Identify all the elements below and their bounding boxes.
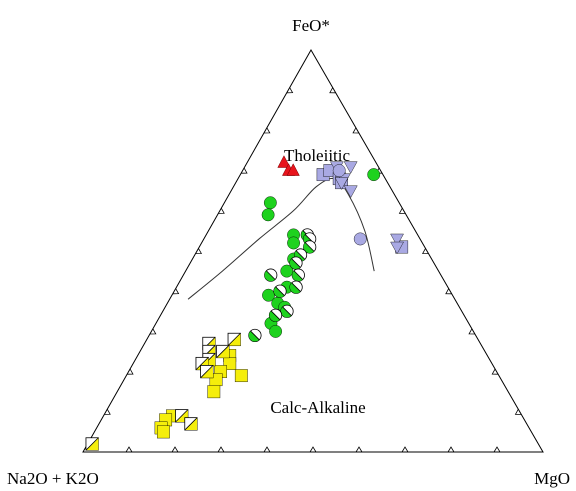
vertex-label-feo: FeO* bbox=[292, 16, 330, 35]
data-point-split bbox=[295, 250, 306, 260]
tick-mark bbox=[172, 288, 180, 295]
triangle-outline bbox=[82, 48, 544, 453]
data-point-split bbox=[282, 306, 292, 316]
vertex-label-alkali: Na2O + K2O bbox=[7, 469, 99, 488]
data-point-split bbox=[266, 270, 276, 280]
data-point bbox=[200, 364, 214, 379]
data-point bbox=[291, 268, 305, 282]
data-point bbox=[227, 332, 241, 347]
vertex-label-mgo: MgO bbox=[534, 469, 570, 488]
data-point bbox=[353, 232, 367, 246]
data-point bbox=[334, 177, 349, 190]
tick-mark bbox=[263, 446, 271, 453]
data-point bbox=[343, 185, 358, 198]
tick-mark bbox=[149, 328, 157, 335]
tick-mark bbox=[263, 127, 271, 134]
data-point-split bbox=[291, 282, 301, 292]
data-point-split bbox=[275, 286, 285, 296]
tick-mark bbox=[514, 409, 522, 415]
data-point bbox=[85, 437, 99, 451]
tick-mark bbox=[398, 208, 406, 214]
data-point-fill bbox=[289, 282, 301, 294]
data-point bbox=[332, 164, 346, 178]
tick-mark bbox=[127, 368, 134, 375]
tick-mark bbox=[491, 368, 499, 375]
tick-mark bbox=[218, 207, 225, 214]
data-point-split bbox=[195, 357, 209, 371]
data-point-split bbox=[270, 310, 281, 320]
tick-mark bbox=[329, 87, 336, 94]
data-point bbox=[184, 417, 198, 431]
tick-marks bbox=[104, 87, 522, 453]
data-point bbox=[234, 369, 248, 383]
tick-mark bbox=[217, 446, 225, 453]
data-point bbox=[277, 155, 291, 168]
data-point-split bbox=[175, 409, 189, 423]
data-point-fill bbox=[264, 270, 276, 282]
data-point bbox=[263, 196, 277, 210]
data-point-split bbox=[293, 270, 303, 280]
tick-mark bbox=[401, 446, 409, 453]
data-point bbox=[289, 256, 303, 270]
data-point-split bbox=[85, 437, 99, 451]
triangle-frame bbox=[82, 48, 544, 453]
tick-mark bbox=[355, 446, 363, 453]
data-point-split bbox=[250, 330, 260, 341]
tick-mark bbox=[125, 446, 133, 453]
tick-mark bbox=[241, 167, 248, 174]
data-point-split bbox=[216, 345, 230, 358]
field-label-tholeiitic: Tholeiitic bbox=[284, 146, 351, 165]
data-point-split bbox=[291, 258, 301, 268]
tick-mark bbox=[286, 87, 294, 94]
data-point bbox=[216, 344, 230, 359]
boundary-curve-layer bbox=[187, 177, 375, 300]
tick-mark bbox=[445, 288, 452, 295]
data-point-fill bbox=[273, 286, 285, 298]
data-point bbox=[156, 425, 170, 439]
data-point bbox=[280, 304, 294, 318]
data-point-fill bbox=[303, 242, 315, 254]
data-point bbox=[343, 161, 358, 174]
tick-mark bbox=[468, 328, 475, 335]
data-point bbox=[268, 308, 283, 322]
data-point bbox=[303, 240, 317, 254]
tick-mark bbox=[447, 446, 455, 453]
data-point bbox=[390, 233, 404, 247]
data-point bbox=[269, 324, 282, 338]
field-label-calc-alkaline: Calc-Alkaline bbox=[270, 398, 365, 417]
data-point-fill bbox=[248, 331, 260, 342]
data-point bbox=[248, 328, 262, 343]
data-point bbox=[264, 268, 278, 282]
tick-mark bbox=[104, 408, 111, 415]
data-point-split bbox=[184, 417, 198, 431]
tick-mark bbox=[309, 446, 317, 453]
data-point bbox=[390, 241, 404, 255]
data-point bbox=[261, 208, 275, 222]
tick-mark bbox=[171, 446, 179, 453]
data-points-layer bbox=[85, 155, 409, 451]
labels-layer: FeO* Na2O + K2O MgO Tholeiitic Calc-Alka… bbox=[7, 16, 570, 488]
data-point bbox=[286, 163, 300, 176]
tick-mark bbox=[493, 446, 501, 453]
data-point bbox=[207, 385, 221, 399]
data-point-fill bbox=[289, 258, 301, 270]
data-point bbox=[289, 280, 303, 294]
data-point-split bbox=[305, 242, 315, 252]
data-point-split bbox=[227, 332, 241, 346]
data-point bbox=[273, 284, 287, 298]
data-point-fill bbox=[269, 310, 280, 322]
data-point bbox=[287, 236, 300, 250]
data-point bbox=[280, 264, 294, 278]
tick-mark bbox=[195, 248, 203, 255]
tick-mark bbox=[352, 127, 359, 134]
tick-mark bbox=[421, 248, 429, 254]
data-point bbox=[262, 288, 275, 302]
boundary-curve bbox=[187, 177, 375, 300]
data-point-split bbox=[200, 365, 214, 379]
data-point bbox=[367, 168, 381, 182]
data-point-fill bbox=[292, 270, 303, 282]
data-point-fill bbox=[280, 306, 292, 318]
